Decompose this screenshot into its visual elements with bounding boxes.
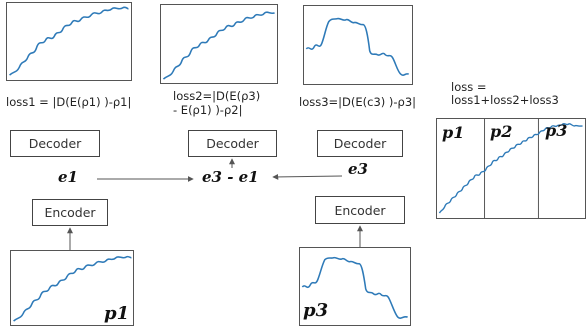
decoder-box-middle: Decoder [188,130,277,157]
top-left-curve [8,6,129,76]
top-right-curve [305,17,410,76]
p1-combined-label: p1 [442,123,465,142]
top-right-plot [303,5,413,85]
total-loss-label: loss = loss1+loss2+loss3 [451,80,559,107]
encoder-box-right: Encoder [315,196,405,224]
encoder-box-left: Encoder [32,199,108,226]
decoder-box-right: Decoder [317,130,403,157]
p3-combined-label: p3 [545,121,568,140]
loss2-label-line1: loss2=|D(E(ρ3) [173,89,261,103]
top-left-plot [6,2,132,81]
e3-minus-e1-label: e3 - e1 [202,168,259,186]
top-middle-plot [160,4,278,84]
bottom-right-curve [301,256,408,319]
decoder-box-left: Decoder [10,130,100,157]
bottom-left-curve [13,255,132,322]
bottom-left-plot: p1 [10,250,134,326]
top-middle-curve [162,11,275,80]
loss3-label: loss3=|D(E(c3) )-ρ3| [299,95,417,109]
e1-label: e1 [58,168,78,186]
p2-combined-label: p2 [490,122,513,141]
p1-bottom-label: p1 [104,303,130,324]
bottom-right-plot: p3 [299,247,411,326]
arrow-e3-to-diff [272,173,343,180]
e3-label: e3 [348,160,368,178]
combined-plot: p1 p2 p3 [436,118,586,219]
p3-bottom-label: p3 [303,300,329,321]
combined-curve [438,119,583,218]
loss2-label-line2: - E(ρ1) )-ρ2| [173,103,243,117]
loss1-label: loss1 = |D(E(ρ1) )-ρ1| [6,95,132,109]
